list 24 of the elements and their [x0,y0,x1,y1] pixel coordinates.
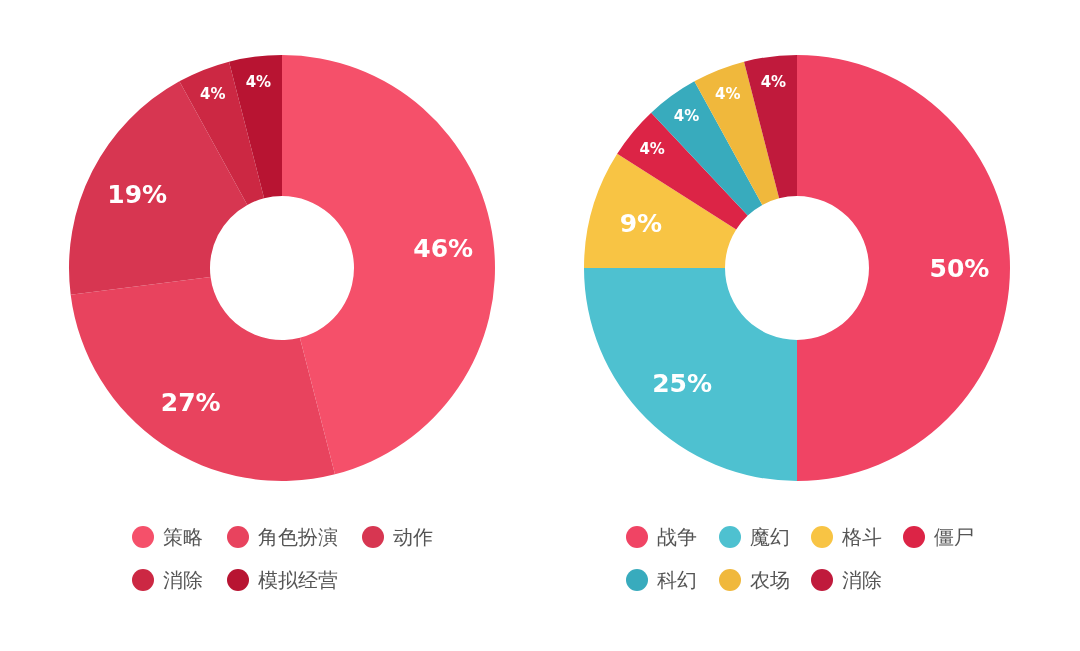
data-label: 46% [413,233,474,263]
data-label: 4% [200,84,226,103]
legend-label: 消除 [842,568,882,592]
data-label: 4% [760,72,787,91]
data-label: 25% [652,368,713,398]
legend-label: 动作 [393,525,433,549]
legend-label: 模拟经营 [258,568,338,592]
legend-label: 僵尸 [934,525,974,549]
legend-label: 策略 [163,525,203,549]
legend-label: 格斗 [841,525,882,549]
data-label: 4% [673,107,700,126]
legend-label: 科幻 [657,568,697,592]
data-label: 50% [929,254,990,283]
data-label: 4% [245,72,272,91]
legend-label: 农场 [750,568,790,592]
legend-label: 消除 [163,568,203,592]
data-label: 4% [715,84,741,103]
data-label: 9% [619,208,663,238]
legend-label: 魔幻 [750,525,790,549]
data-label: 4% [639,139,665,158]
data-label: 27% [160,388,221,418]
legend-label: 战争 [657,525,697,549]
legend-label: 角色扮演 [258,525,338,549]
data-label: 19% [107,180,168,210]
